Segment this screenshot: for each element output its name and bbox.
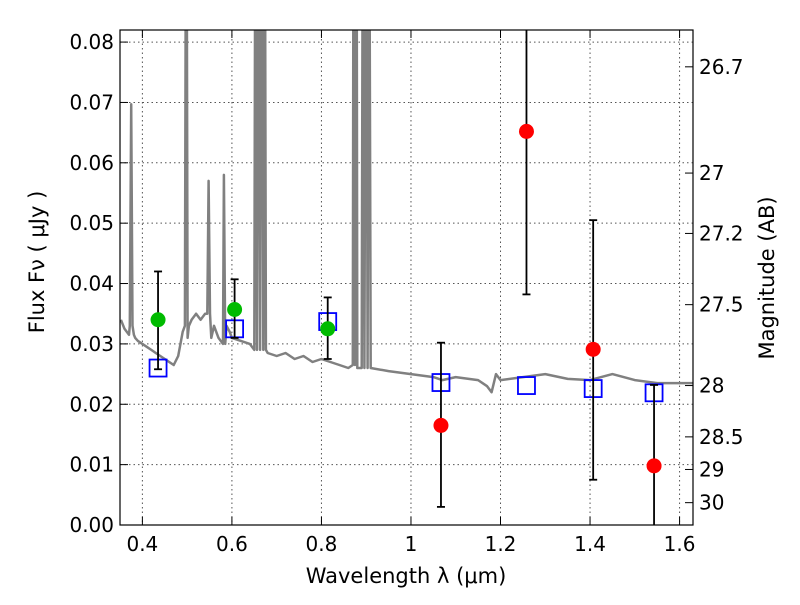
photometry-point: [646, 458, 662, 474]
y-tick-label: 0.08: [69, 30, 114, 54]
x-tick-label: 0.4: [126, 532, 158, 556]
model-spectrum-line: [120, 30, 693, 394]
x-tick-label: 0.8: [306, 532, 338, 556]
axes: 0.4 0.6 0.8 1 1.2 1.4 1.6 0.00 0.01 0.02 0.03 0.04 0…: [69, 30, 744, 556]
y-tick-label: 0.00: [69, 513, 114, 537]
x-tick-label: 0.6: [216, 532, 248, 556]
magnitude-tick-label: 27.2: [699, 221, 744, 245]
magnitude-tick-label: 30: [699, 491, 724, 515]
magnitude-tick-label: 28.5: [699, 425, 744, 449]
photometry-point: [227, 301, 243, 317]
photometry-point: [433, 417, 449, 433]
y-tick-label: 0.01: [69, 453, 114, 477]
y2-axis-label: Magnitude (AB): [755, 196, 779, 359]
y-tick-label: 0.04: [69, 272, 114, 296]
x-tick-label: 1.4: [574, 532, 606, 556]
y-axis-label: Flux Fν ( μJy ): [25, 191, 49, 334]
x-tick-label: 1.2: [485, 532, 517, 556]
series-layer: [120, 30, 693, 525]
y-tick-label: 0.02: [69, 392, 114, 416]
y-tick-label: 0.06: [69, 151, 114, 175]
plot-frame: [119, 29, 694, 526]
photometry-point: [585, 341, 601, 357]
magnitude-tick-label: 28: [699, 374, 724, 398]
x-tick-label: 1: [405, 532, 418, 556]
magnitude-tick-label: 26.7: [699, 55, 744, 79]
photometry-point: [150, 312, 166, 328]
photometry-point: [518, 123, 534, 139]
model-flux-square: [517, 376, 536, 395]
x-tick-label: 1.6: [664, 532, 696, 556]
magnitude-tick-label: 29: [699, 457, 724, 481]
y-tick-label: 0.03: [69, 332, 114, 356]
y-tick-label: 0.05: [69, 211, 114, 235]
photometry-point: [320, 321, 336, 337]
magnitude-tick-label: 27: [699, 161, 724, 185]
y-tick-label: 0.07: [69, 90, 114, 114]
magnitude-tick-label: 27.5: [699, 293, 744, 317]
x-axis-label: Wavelength λ (μm): [306, 564, 507, 588]
